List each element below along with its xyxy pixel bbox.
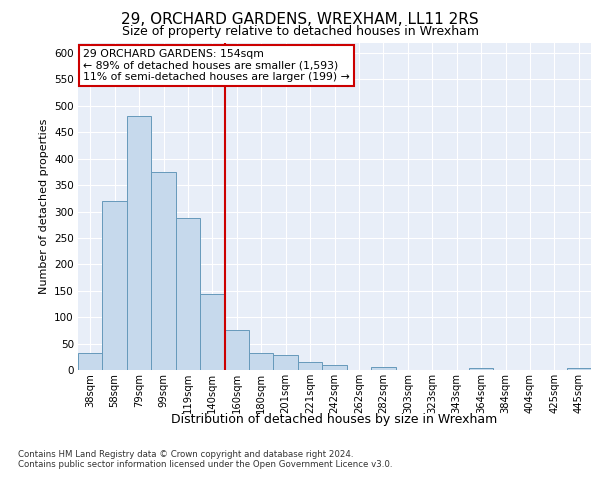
Bar bbox=[322, 365, 347, 370]
Bar bbox=[176, 218, 200, 370]
Bar bbox=[566, 368, 591, 370]
Bar bbox=[469, 368, 493, 370]
Bar bbox=[298, 362, 322, 370]
Bar bbox=[249, 353, 274, 370]
Text: 29 ORCHARD GARDENS: 154sqm
← 89% of detached houses are smaller (1,593)
11% of s: 29 ORCHARD GARDENS: 154sqm ← 89% of deta… bbox=[83, 49, 350, 82]
Bar bbox=[103, 201, 127, 370]
Text: Contains HM Land Registry data © Crown copyright and database right 2024.
Contai: Contains HM Land Registry data © Crown c… bbox=[18, 450, 392, 469]
Text: Distribution of detached houses by size in Wrexham: Distribution of detached houses by size … bbox=[171, 412, 497, 426]
Text: Size of property relative to detached houses in Wrexham: Size of property relative to detached ho… bbox=[121, 25, 479, 38]
Bar bbox=[371, 368, 395, 370]
Bar bbox=[127, 116, 151, 370]
Text: 29, ORCHARD GARDENS, WREXHAM, LL11 2RS: 29, ORCHARD GARDENS, WREXHAM, LL11 2RS bbox=[121, 12, 479, 28]
Y-axis label: Number of detached properties: Number of detached properties bbox=[38, 118, 49, 294]
Bar bbox=[200, 294, 224, 370]
Bar bbox=[78, 353, 103, 370]
Bar bbox=[151, 172, 176, 370]
Bar bbox=[274, 355, 298, 370]
Bar bbox=[224, 330, 249, 370]
